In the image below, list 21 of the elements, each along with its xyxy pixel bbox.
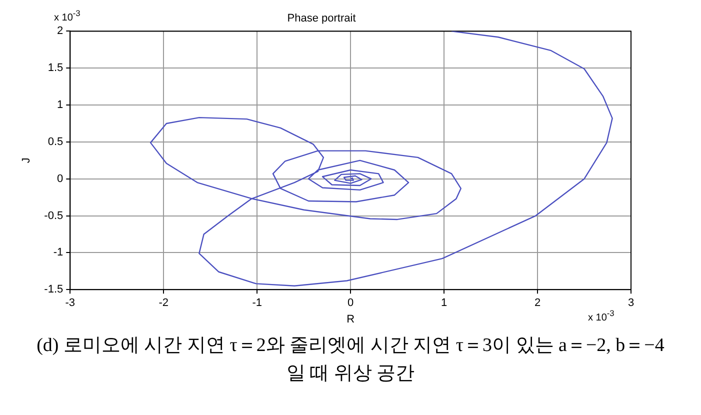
x-tick-label: 1 [440,297,448,310]
y-tick-label: 2 [57,25,64,38]
y-tick-label: -0.5 [44,210,64,222]
x-tick-label: 2 [534,297,541,310]
text: x 10$^{-3}$ [54,8,80,24]
y-tick-label: 0.5 [48,136,64,148]
y-tick-label: 0 [57,172,64,185]
text: (d) 로미오에 시간 지연 τ＝2와 줄리엣에 시간 지연 τ＝3이 있는 a＝−2, b＝−4 일 때 위상 공간 [36,334,666,386]
chart-title: Phase portrait [287,12,356,25]
x-axis-title: R [346,313,355,326]
x-tick-label: 3 [628,297,634,310]
y-tick-label: -1.5 [44,284,64,296]
y-tick-label: 1.5 [48,62,64,74]
x-tick-label: -2 [158,297,169,310]
x-tick-label: -1 [252,297,262,310]
y-axis-title: J [20,158,33,164]
y-tick-label: -1 [53,246,64,259]
y-tick-label: 1 [57,99,64,112]
x-tick-label: -3 [65,297,76,310]
x-tick-label: 0 [348,297,354,310]
text: x 10$^{-3}$ [588,308,614,324]
